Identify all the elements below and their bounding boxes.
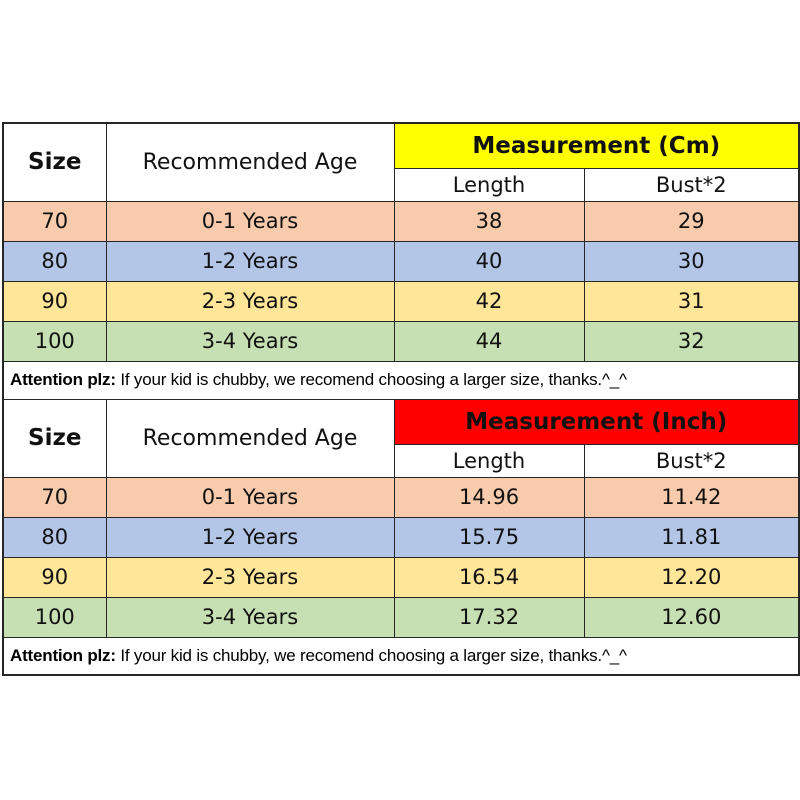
bust-cell: 12.20 (583, 556, 800, 598)
age-cell: 3-4 Years (105, 596, 395, 638)
size-cell: 70 (2, 200, 107, 242)
table-row: 90 2-3 Years 42 31 (2, 280, 800, 322)
attention-note-bold: Attention plz: (10, 645, 116, 665)
age-column-header: Recommended Age (105, 122, 395, 202)
age-cell: 2-3 Years (105, 280, 395, 322)
table-row: 70 0-1 Years 14.96 11.42 (2, 476, 800, 518)
age-cell: 1-2 Years (105, 516, 395, 558)
size-cell: 70 (2, 476, 107, 518)
size-column-header: Size (2, 122, 107, 202)
length-cell: 16.54 (393, 556, 585, 598)
size-chart-container: Size Recommended Age Measurement (Cm) Le… (2, 122, 800, 676)
bust-cell: 11.42 (583, 476, 800, 518)
length-cell: 44 (393, 320, 585, 362)
measurement-inch-header: Measurement (Inch) (393, 398, 800, 445)
bust-column-header: Bust*2 (583, 443, 800, 478)
age-column-header: Recommended Age (105, 398, 395, 478)
table-row: 80 1-2 Years 15.75 11.81 (2, 516, 800, 558)
bust-cell: 31 (583, 280, 800, 322)
bust-cell: 30 (583, 240, 800, 282)
cm-header-row: Size Recommended Age Measurement (Cm) (2, 122, 800, 202)
size-column-header: Size (2, 398, 107, 478)
bust-cell: 11.81 (583, 516, 800, 558)
size-cell: 80 (2, 240, 107, 282)
length-cell: 17.32 (393, 596, 585, 638)
table-row: 80 1-2 Years 40 30 (2, 240, 800, 282)
table-row: 70 0-1 Years 38 29 (2, 200, 800, 242)
attention-note-bold: Attention plz: (10, 370, 116, 389)
attention-note: Attention plz: If your kid is chubby, we… (2, 360, 800, 400)
bust-cell: 12.60 (583, 596, 800, 638)
size-chart-table: Size Recommended Age Measurement (Cm) Le… (2, 122, 800, 676)
size-cell: 90 (2, 280, 107, 322)
age-cell: 2-3 Years (105, 556, 395, 598)
age-cell: 1-2 Years (105, 240, 395, 282)
length-column-header: Length (393, 167, 585, 202)
attention-note-row: Attention plz: If your kid is chubby, we… (2, 636, 800, 676)
size-cell: 90 (2, 556, 107, 598)
age-cell: 3-4 Years (105, 320, 395, 362)
bust-cell: 29 (583, 200, 800, 242)
measurement-cm-header: Measurement (Cm) (393, 122, 800, 169)
size-cell: 100 (2, 596, 107, 638)
table-row: 90 2-3 Years 16.54 12.20 (2, 556, 800, 598)
attention-note-text: If your kid is chubby, we recomend choos… (115, 370, 627, 389)
age-cell: 0-1 Years (105, 476, 395, 518)
cm-subheader-row: Length Bust*2 (3, 167, 800, 202)
length-cell: 15.75 (393, 516, 585, 558)
attention-note-row: Attention plz: If your kid is chubby, we… (2, 360, 800, 400)
age-cell: 0-1 Years (105, 200, 395, 242)
size-cell: 100 (2, 320, 107, 362)
inch-header-row: Size Recommended Age Measurement (Inch) (2, 398, 800, 478)
table-row: 100 3-4 Years 44 32 (2, 320, 800, 362)
length-column-header: Length (393, 443, 585, 478)
attention-note-text: If your kid is chubby, we recomend choos… (115, 645, 627, 665)
bust-column-header: Bust*2 (583, 167, 800, 202)
length-cell: 38 (393, 200, 585, 242)
table-row: 100 3-4 Years 17.32 12.60 (2, 596, 800, 638)
length-cell: 42 (393, 280, 585, 322)
length-cell: 14.96 (393, 476, 585, 518)
attention-note: Attention plz: If your kid is chubby, we… (2, 636, 800, 676)
size-cell: 80 (2, 516, 107, 558)
length-cell: 40 (393, 240, 585, 282)
bust-cell: 32 (583, 320, 800, 362)
